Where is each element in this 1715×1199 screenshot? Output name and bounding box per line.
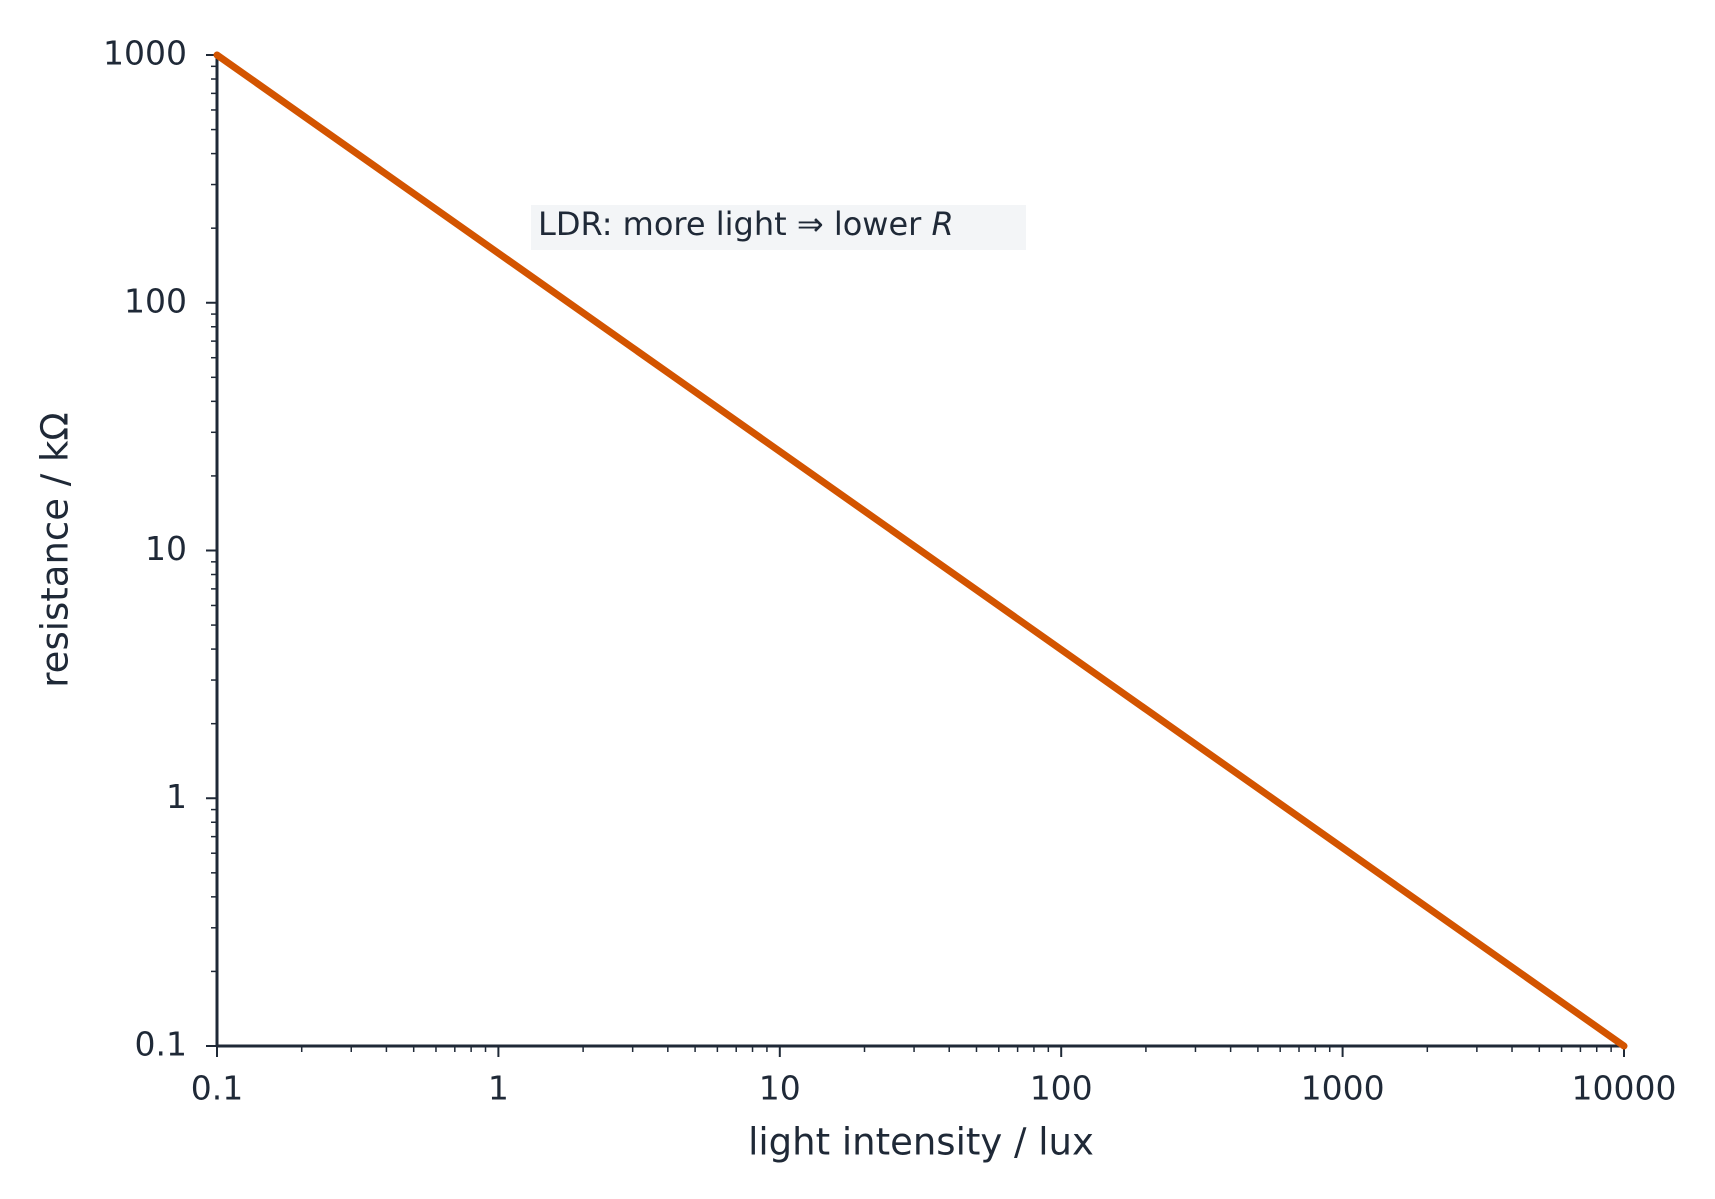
line: [213, 51, 1628, 1050]
y-tick-label: 10: [145, 529, 187, 568]
x-tick-label: 100: [1030, 1069, 1093, 1108]
y-tick-label: 0.1: [135, 1025, 187, 1064]
y-tick-label: 1: [166, 777, 187, 816]
x-tick-label: 1000: [1301, 1069, 1385, 1108]
x-tick-label: 10: [759, 1069, 801, 1108]
annotation-text: LDR: more light ⇒ lower: [538, 205, 931, 243]
annotation-box: [531, 205, 1026, 250]
y-tick-label: 1000: [103, 34, 187, 73]
y-axis-label: resistance / kΩ: [34, 412, 77, 687]
x-tick-label: 1: [488, 1069, 509, 1108]
annotation: LDR: more light ⇒ lower R: [538, 205, 954, 243]
annotation-emphasis: R: [931, 205, 953, 243]
x-axis-label: light intensity / lux: [748, 1121, 1094, 1164]
y-tick-label: 100: [124, 281, 187, 320]
x-tick-label: 0.1: [191, 1069, 243, 1108]
x-tick-label: 10000: [1572, 1069, 1677, 1108]
